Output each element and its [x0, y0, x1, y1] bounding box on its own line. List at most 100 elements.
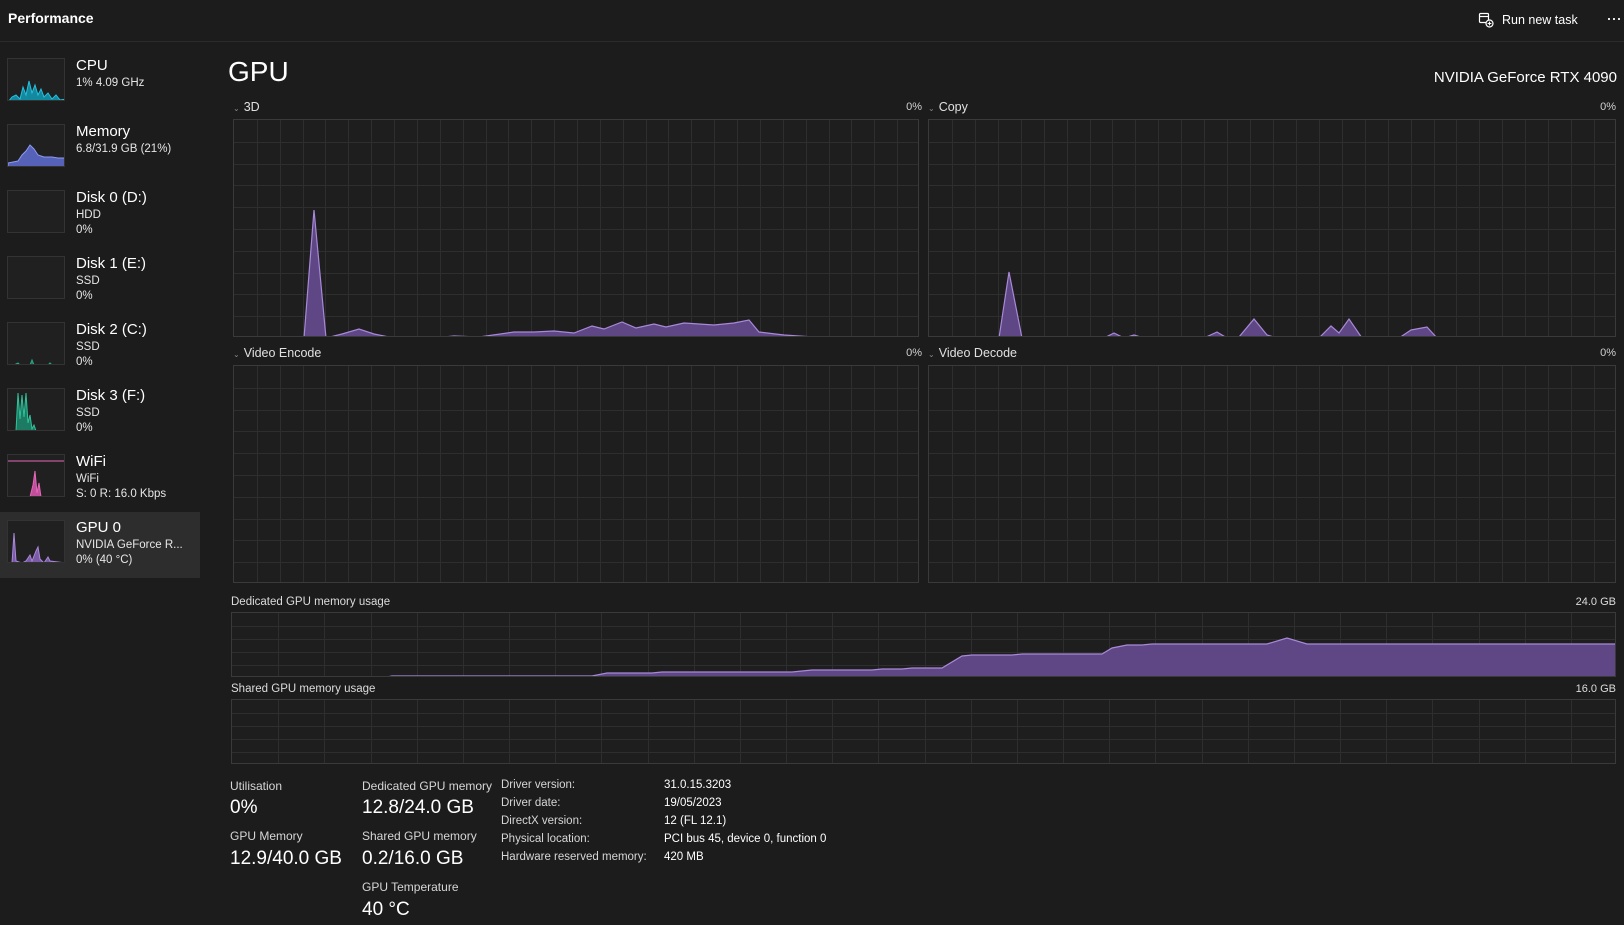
- directx-version-value: 12 (FL 12.1): [664, 815, 727, 827]
- sidebar-item-status: 0% (40 °C): [76, 554, 133, 566]
- more-options-button[interactable]: ···: [1606, 8, 1622, 28]
- graph-grid: [234, 120, 918, 336]
- graph-grid-h: [232, 713, 1615, 753]
- engine-video-decode-graph: [928, 365, 1616, 583]
- dedicated-memory-series: [388, 637, 1615, 676]
- sidebar-item-gpu-0[interactable]: GPU 0 NVIDIA GeForce R... 0% (40 °C): [0, 512, 200, 578]
- shared-memory-graph-svg: [232, 700, 1615, 763]
- shared-memory-graph: [231, 699, 1616, 764]
- shared-memory-label: Shared GPU memory: [362, 829, 477, 843]
- dedicated-memory-graph-max: 24.0 GB: [1575, 596, 1616, 608]
- engine-3d-selector[interactable]: ⌄ 3D: [233, 100, 260, 114]
- page-heading: Performance: [8, 10, 94, 26]
- engine-video-decode-label: Video Decode: [938, 346, 1018, 360]
- engine-video-encode-percent: 0%: [906, 347, 922, 359]
- gpu-memory-value: 12.9/40.0 GB: [230, 848, 342, 869]
- dedicated-memory-label: Dedicated GPU memory: [362, 779, 493, 793]
- engine-video-decode-percent: 0%: [1600, 347, 1616, 359]
- graph-grid: [234, 366, 918, 582]
- graph-grid: [278, 700, 1572, 763]
- utilisation-label: Utilisation: [230, 779, 283, 793]
- run-task-icon: [1478, 12, 1494, 28]
- shared-memory-value: 0.2/16.0 GB: [362, 848, 464, 869]
- hardware-reserved-memory-value: 420 MB: [664, 851, 704, 863]
- sidebar-item-label: Memory: [76, 123, 131, 140]
- sidebar-item-detail: WiFi: [76, 473, 99, 485]
- sidebar-item-label: Disk 0 (D:): [76, 189, 147, 206]
- sidebar-item-detail: SSD: [76, 341, 100, 353]
- engine-3d-graph: [233, 119, 919, 337]
- sidebar-item-disk-2[interactable]: Disk 2 (C:) SSD 0%: [0, 314, 200, 380]
- engine-copy-graph-svg: [929, 120, 1615, 336]
- gpu-temperature-value: 40 °C: [362, 899, 410, 920]
- driver-version-key: Driver version:: [501, 779, 576, 791]
- shared-memory-graph-max: 16.0 GB: [1575, 683, 1616, 695]
- sidebar-item-detail: 1% 4.09 GHz: [76, 77, 145, 89]
- sidebar-item-detail: 6.8/31.9 GB (21%): [76, 143, 172, 155]
- sidebar-item-status: 0%: [76, 422, 93, 434]
- chevron-down-icon: ⌄: [233, 350, 240, 359]
- hardware-reserved-memory-key: Hardware reserved memory:: [501, 851, 647, 863]
- sidebar-item-disk-3[interactable]: Disk 3 (F:) SSD 0%: [0, 380, 200, 446]
- graph-grid: [929, 120, 1615, 336]
- sidebar-item-status: 0%: [76, 290, 93, 302]
- sidebar-item-label: Disk 2 (C:): [76, 321, 147, 338]
- sidebar-item-status: 0%: [76, 356, 93, 368]
- physical-location-key: Physical location:: [501, 833, 590, 845]
- sidebar-item-status: 0%: [76, 224, 93, 236]
- sidebar-item-disk-1[interactable]: Disk 1 (E:) SSD 0%: [0, 248, 200, 314]
- performance-sidebar: CPU 1% 4.09 GHz Memory 6.8/31.9 GB (21%)…: [0, 50, 200, 578]
- engine-copy-graph: [928, 119, 1616, 337]
- run-new-task-button[interactable]: Run new task: [1478, 7, 1578, 33]
- directx-version-key: DirectX version:: [501, 815, 583, 827]
- engine-video-encode-label: Video Encode: [243, 346, 322, 360]
- sidebar-item-label: Disk 3 (F:): [76, 387, 146, 404]
- sidebar-item-memory[interactable]: Memory 6.8/31.9 GB (21%): [0, 116, 200, 182]
- engine-3d-graph-svg: [234, 120, 918, 336]
- chevron-down-icon: ⌄: [928, 350, 935, 359]
- utilisation-value: 0%: [230, 797, 258, 818]
- disk-1-thumbnail-graph: [7, 256, 65, 299]
- sidebar-item-detail: HDD: [76, 209, 101, 221]
- disk-2-thumbnail-graph: [7, 322, 65, 365]
- chevron-down-icon: ⌄: [233, 104, 240, 113]
- dedicated-memory-value: 12.8/24.0 GB: [362, 797, 474, 818]
- engine-copy-series: [998, 271, 1436, 336]
- engine-video-decode-selector[interactable]: ⌄ Video Decode: [928, 346, 1017, 360]
- engine-copy-label: Copy: [938, 100, 968, 114]
- cpu-thumbnail-graph: [7, 58, 65, 101]
- engine-copy-percent: 0%: [1600, 101, 1616, 113]
- sidebar-item-cpu[interactable]: CPU 1% 4.09 GHz: [0, 50, 200, 116]
- disk-0-thumbnail-graph: [7, 190, 65, 233]
- engine-copy-selector[interactable]: ⌄ Copy: [928, 100, 968, 114]
- engine-3d-series: [303, 209, 809, 336]
- dedicated-memory-graph-svg: [232, 613, 1615, 676]
- sidebar-item-label: CPU: [76, 57, 108, 74]
- wifi-thumbnail-graph: [7, 454, 65, 497]
- sidebar-item-detail: NVIDIA GeForce R...: [76, 539, 183, 551]
- run-new-task-label: Run new task: [1502, 13, 1578, 27]
- chevron-down-icon: ⌄: [928, 104, 935, 113]
- sidebar-item-disk-0[interactable]: Disk 0 (D:) HDD 0%: [0, 182, 200, 248]
- dedicated-memory-graph-label: Dedicated GPU memory usage: [231, 596, 391, 608]
- title-bar: Performance Run new task ···: [0, 0, 1624, 42]
- driver-date-key: Driver date:: [501, 797, 561, 809]
- sidebar-item-detail: SSD: [76, 275, 100, 287]
- gpu-model-name: NVIDIA GeForce RTX 4090: [1433, 69, 1617, 86]
- memory-thumbnail-graph: [7, 124, 65, 167]
- engine-video-encode-selector[interactable]: ⌄ Video Encode: [233, 346, 321, 360]
- page-title: GPU: [228, 56, 289, 87]
- engine-video-decode-graph-svg: [929, 366, 1615, 582]
- engine-video-encode-graph: [233, 365, 919, 583]
- driver-version-value: 31.0.15.3203: [664, 779, 732, 791]
- sidebar-item-wifi[interactable]: WiFi WiFi S: 0 R: 16.0 Kbps: [0, 446, 200, 512]
- gpu-0-thumbnail-graph: [7, 520, 65, 563]
- engine-3d-label: 3D: [243, 100, 260, 114]
- sidebar-item-label: Disk 1 (E:): [76, 255, 147, 272]
- sidebar-item-label: WiFi: [76, 453, 106, 470]
- gpu-temperature-label: GPU Temperature: [362, 880, 459, 894]
- gpu-memory-label: GPU Memory: [230, 829, 303, 843]
- graph-grid: [929, 366, 1615, 582]
- engine-3d-percent: 0%: [906, 101, 922, 113]
- physical-location-value: PCI bus 45, device 0, function 0: [664, 833, 827, 845]
